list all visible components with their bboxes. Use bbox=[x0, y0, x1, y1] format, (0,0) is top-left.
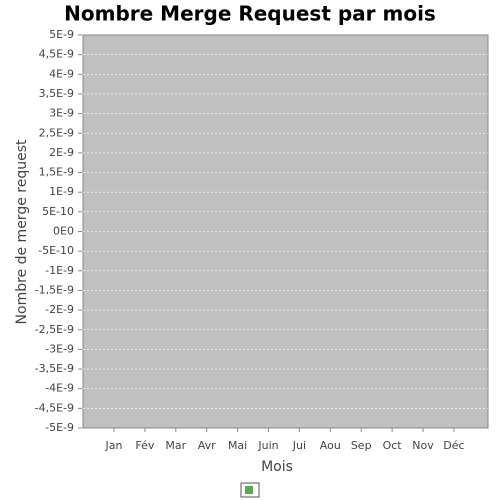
y-tick-label: -5E-9 bbox=[45, 421, 74, 434]
x-tick-label: Aou bbox=[320, 439, 341, 452]
x-tick-label: Fév bbox=[135, 439, 154, 452]
y-tick-label: -1E-9 bbox=[45, 264, 74, 277]
x-tick-label: Déc bbox=[443, 439, 464, 452]
y-tick-label: 3E-9 bbox=[49, 107, 74, 120]
x-tick-label: Oct bbox=[383, 439, 403, 452]
y-tick-label: 5E-10 bbox=[42, 205, 74, 218]
y-tick-label: -3E-9 bbox=[45, 342, 74, 355]
y-tick-label: 5E-9 bbox=[49, 28, 74, 41]
x-tick-label: Sep bbox=[351, 439, 372, 452]
y-tick-label: -2E-9 bbox=[45, 303, 74, 316]
y-tick-label: -4,5E-9 bbox=[35, 401, 74, 414]
x-tick-label: Juin bbox=[257, 439, 278, 452]
x-tick-label: Mar bbox=[165, 439, 186, 452]
legend-swatch bbox=[245, 486, 253, 494]
x-axis-label: Mois bbox=[261, 459, 293, 475]
y-tick-label: 2E-9 bbox=[49, 146, 74, 159]
y-tick-label: 3,5E-9 bbox=[39, 87, 74, 100]
y-tick-label: 1E-9 bbox=[49, 185, 74, 198]
y-tick-label: 1,5E-9 bbox=[39, 166, 74, 179]
y-tick-label: -2,5E-9 bbox=[35, 323, 74, 336]
x-tick-label: Avr bbox=[198, 439, 216, 452]
y-axis-label: Nombre de merge request bbox=[14, 139, 30, 324]
y-tick-label: 2,5E-9 bbox=[39, 126, 74, 139]
x-tick-label: Nov bbox=[412, 439, 434, 452]
x-tick-label: Jui bbox=[292, 439, 306, 452]
x-tick-label: Jan bbox=[105, 439, 123, 452]
chart-title: Nombre Merge Request par mois bbox=[64, 2, 436, 26]
y-tick-label: -3,5E-9 bbox=[35, 362, 74, 375]
y-tick-label: -4E-9 bbox=[45, 382, 74, 395]
y-tick-label: 0E0 bbox=[53, 225, 74, 238]
x-tick-label: Mai bbox=[228, 439, 247, 452]
y-tick-label: -5E-10 bbox=[38, 244, 74, 257]
y-tick-label: 4E-9 bbox=[49, 67, 74, 80]
y-tick-label: -1,5E-9 bbox=[35, 283, 74, 296]
y-tick-label: 4,5E-9 bbox=[39, 48, 74, 61]
